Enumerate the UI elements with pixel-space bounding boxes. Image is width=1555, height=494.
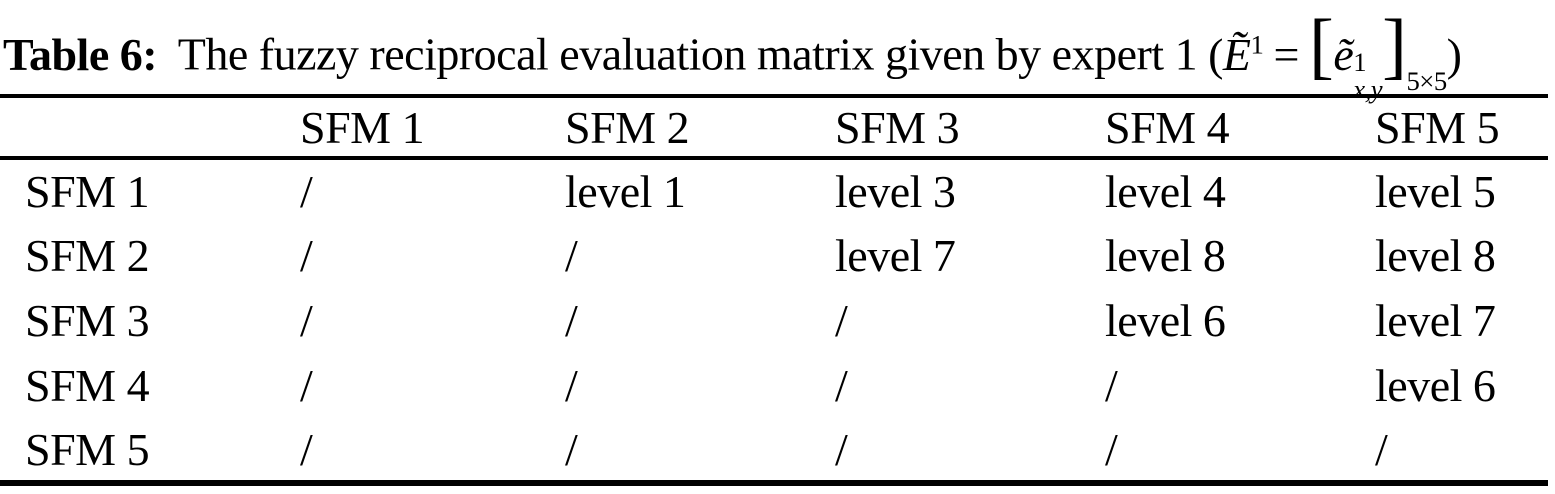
header-row: SFM 1 SFM 2 SFM 3 SFM 4 SFM 5 <box>0 96 1548 158</box>
row-header-sfm1: SFM 1 <box>25 166 150 217</box>
matrix-cell: / <box>565 295 578 346</box>
matrix-cell: / <box>835 295 848 346</box>
column-header-sfm2: SFM 2 <box>565 101 690 153</box>
evaluation-matrix-table: SFM 1 SFM 2 SFM 3 SFM 4 SFM 5 SFM 1 / le… <box>0 94 1548 486</box>
matrix-cell: / <box>300 166 313 217</box>
math-equals-sign: = <box>1273 28 1299 80</box>
column-header-sfm5: SFM 5 <box>1375 101 1500 153</box>
math-open-paren: ( <box>1208 28 1223 80</box>
table-row-sfm4: SFM 4 / / / / level 6 <box>0 353 1548 418</box>
math-close-paren: ) <box>1446 28 1462 80</box>
caption-text: The fuzzy reciprocal evaluation matrix g… <box>177 28 1198 80</box>
matrix-cell: level 8 <box>1105 230 1226 281</box>
column-header-sfm1: SFM 1 <box>300 101 425 153</box>
math-matrix-dimensions: 5×5 <box>1406 65 1447 96</box>
matrix-cell: / <box>835 360 848 411</box>
row-header-sfm2: SFM 2 <box>25 230 150 281</box>
caption-table-number: Table 6: <box>3 28 158 80</box>
matrix-cell: level 1 <box>565 166 686 217</box>
caption-math-expression: (Ẽ1 = [ẽ 1 x,y]5×5) <box>1208 4 1462 105</box>
matrix-cell: / <box>300 295 313 346</box>
matrix-cell: / <box>1105 423 1118 475</box>
row-header-sfm3: SFM 3 <box>25 295 150 346</box>
table-row-sfm2: SFM 2 / / level 7 level 8 level 8 <box>0 223 1548 288</box>
matrix-cell: / <box>300 230 313 281</box>
matrix-cell: level 5 <box>1375 166 1496 217</box>
column-header-sfm4: SFM 4 <box>1105 101 1230 153</box>
math-E-tilde: Ẽ <box>1222 28 1251 80</box>
math-e-scripts: 1 x,y <box>1353 49 1382 102</box>
matrix-cell: / <box>565 360 578 411</box>
matrix-cell: level 6 <box>1105 295 1226 346</box>
row-header-sfm5: SFM 5 <box>25 423 150 475</box>
matrix-cell: level 3 <box>835 166 956 217</box>
table-row-sfm5: SFM 5 / / / / / <box>0 418 1548 483</box>
matrix-cell: / <box>300 423 313 475</box>
matrix-cell: / <box>835 423 848 475</box>
math-e-superscript: 1 <box>1353 47 1367 78</box>
row-header-sfm4: SFM 4 <box>25 360 150 411</box>
corner-header-cell <box>0 96 300 158</box>
table-caption: Table 6: The fuzzy reciprocal evaluation … <box>0 0 1555 105</box>
table-row-sfm1: SFM 1 / level 1 level 3 level 4 level 5 <box>0 158 1548 223</box>
math-e-subscript: x,y <box>1353 74 1383 105</box>
table-row-sfm3: SFM 3 / / / level 6 level 7 <box>0 288 1548 353</box>
matrix-cell: level 7 <box>1375 295 1496 346</box>
matrix-cell: level 4 <box>1105 166 1226 217</box>
matrix-cell: level 8 <box>1375 230 1496 281</box>
matrix-cell: / <box>1375 423 1388 475</box>
math-e-tilde: ẽ <box>1333 28 1354 80</box>
matrix-cell: level 6 <box>1375 360 1496 411</box>
matrix-cell: level 7 <box>835 230 956 281</box>
matrix-cell: / <box>1105 360 1118 411</box>
matrix-cell: / <box>565 230 578 281</box>
math-E-superscript: 1 <box>1250 29 1264 59</box>
matrix-cell: / <box>300 360 313 411</box>
column-header-sfm3: SFM 3 <box>835 101 960 153</box>
matrix-cell: / <box>565 423 578 475</box>
